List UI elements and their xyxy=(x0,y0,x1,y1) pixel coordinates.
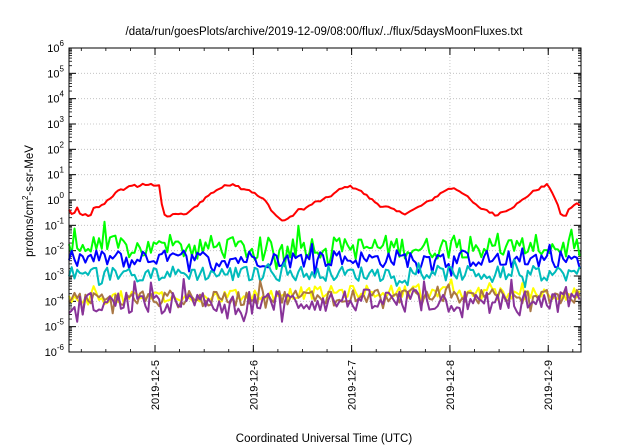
x-tick-label: 2019-12-8 xyxy=(445,360,457,410)
y-axis-label-base: protons/cm xyxy=(24,200,36,257)
y-tick-label: 10-5 xyxy=(45,318,65,334)
series-line-5 xyxy=(68,278,581,306)
y-tick-label: 10-1 xyxy=(45,216,65,232)
series-line-2 xyxy=(68,220,581,270)
series-lines xyxy=(68,182,581,323)
x-tick-label: 2019-12-9 xyxy=(543,360,555,410)
x-tick-label: 2019-12-5 xyxy=(150,360,162,410)
x-tick-label: 2019-12-6 xyxy=(248,360,260,410)
series-line-4 xyxy=(68,258,581,289)
y-tick-label: 10-6 xyxy=(45,343,65,359)
y-axis-label-sup: 2 xyxy=(21,195,30,200)
y-tick-label: 102 xyxy=(47,140,64,156)
y-tick-label: 100 xyxy=(47,191,64,207)
y-tick-label: 101 xyxy=(47,166,64,182)
y-tick-label: 105 xyxy=(47,64,64,80)
x-tick-label: 2019-12-7 xyxy=(347,360,359,410)
series-line-1 xyxy=(68,182,581,222)
y-axis-label: protons/cm2-s-sr-MeV xyxy=(21,145,36,257)
x-axis-label: Coordinated Universal Time (UTC) xyxy=(236,433,413,445)
y-tick-label: 10-3 xyxy=(45,267,65,283)
series-line-7 xyxy=(68,278,581,323)
y-tick-label: 10-2 xyxy=(45,242,65,258)
y-tick-label: 103 xyxy=(47,115,64,131)
plot-frame xyxy=(68,47,582,353)
series-line-3 xyxy=(68,243,581,277)
y-tick-label: 106 xyxy=(47,39,64,55)
x-tick-labels: 2019-12-5 2019-12-6 2019-12-7 2019-12-8 2019… xyxy=(150,360,555,410)
y-tick-label: 104 xyxy=(47,90,64,106)
y-axis-label-tail: -s-sr-MeV xyxy=(24,145,36,196)
chart-title: /data/run/goesPlots/archive/2019-12-09/0… xyxy=(126,26,524,38)
y-tick-label: 10-4 xyxy=(45,292,65,308)
y-tick-labels: 10-6 10-5 10-4 10-3 10-2 10-1 100 101 102 103 104 1… xyxy=(45,39,65,359)
